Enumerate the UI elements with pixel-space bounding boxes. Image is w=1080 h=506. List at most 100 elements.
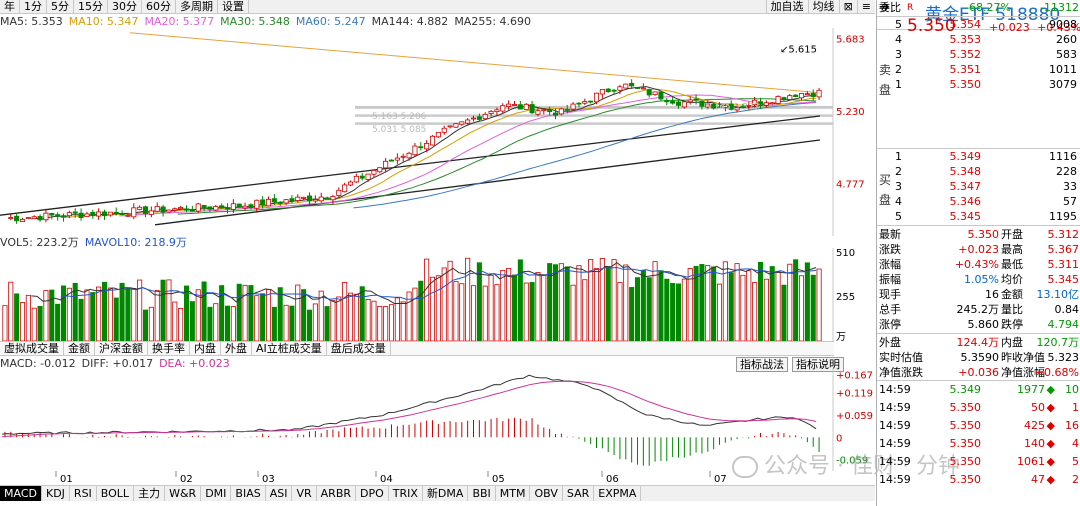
toolbar-button[interactable]: 均线	[807, 0, 839, 13]
volume-axis-label: 万	[836, 332, 846, 341]
stat-label: 实时估值	[879, 351, 923, 364]
trade-tick-row: 14:59 5.350 1061 ◆ 5	[877, 454, 1080, 469]
bid-row: 3 5.347 33	[877, 179, 1080, 194]
volume-tab[interactable]: 虚拟成交量	[0, 342, 64, 355]
legend-item: DIFF: +0.017	[81, 357, 154, 370]
tick-count: 10	[1065, 383, 1079, 396]
indicator-tab[interactable]: 新DMA	[423, 486, 469, 501]
volume-tab[interactable]: 换手率	[148, 342, 190, 355]
stat-row: 总手 245.2万 量比 0.84	[877, 302, 1080, 317]
candle	[658, 91, 664, 102]
volume-bar	[424, 258, 430, 341]
candle	[593, 92, 600, 105]
tick-time: 14:59	[879, 455, 911, 468]
indicator-tab[interactable]: KDJ	[42, 486, 70, 501]
stat-label: 涨跌	[879, 243, 901, 256]
volume-bar	[558, 263, 564, 341]
candle	[66, 210, 72, 219]
candle	[582, 98, 588, 105]
candle	[711, 103, 717, 110]
legend-item: MA60: 5.247	[295, 15, 366, 28]
divider	[877, 148, 1080, 149]
indicator-tab[interactable]: BBI	[468, 486, 496, 501]
watermark-text: 公众号 · 佳财 · 分钟	[764, 454, 960, 479]
period-tab[interactable]: 年	[0, 0, 20, 13]
toolbar-button[interactable]: 加自选	[765, 0, 808, 13]
indicator-tab[interactable]: 主力	[134, 486, 166, 501]
volume-bar	[646, 277, 652, 341]
stat-value: 5.323	[1047, 351, 1080, 364]
candle	[148, 206, 154, 218]
ask-row: 3 5.352 583	[877, 47, 1080, 62]
candlestick-chart[interactable]: 5.683 5.230 4.777 ↙5.615 5.163 5.206 5.031 5.…	[0, 28, 875, 236]
period-tab[interactable]: 30分	[108, 0, 142, 13]
candle	[31, 215, 37, 219]
stat-label: 净值涨跌	[879, 366, 923, 379]
volume-tab[interactable]: 内盘	[190, 342, 221, 355]
volume-bar	[242, 284, 248, 341]
candle	[142, 205, 149, 218]
period-tab[interactable]: 多周期	[176, 0, 218, 13]
candle	[8, 214, 14, 221]
candle	[611, 89, 617, 95]
indicator-tab[interactable]: MACD	[0, 486, 42, 501]
indicator-tab[interactable]: EXPMA	[594, 486, 642, 501]
period-tab[interactable]: 5分	[47, 0, 74, 13]
candle	[588, 100, 594, 104]
volume-chart[interactable]: 510 255 万	[0, 248, 875, 341]
indicator-tab[interactable]: TRIX	[389, 486, 423, 501]
volume-bar	[318, 290, 324, 341]
indicator-tab[interactable]: SAR	[563, 486, 595, 501]
volume-bar	[353, 293, 359, 341]
volume-tab[interactable]: AI立桩成交量	[252, 342, 327, 355]
indicator-tab[interactable]: ASI	[266, 486, 293, 501]
period-tab[interactable]: 15分	[74, 0, 108, 13]
candle	[289, 195, 295, 204]
period-tab[interactable]: 设置	[218, 0, 249, 13]
candle	[219, 203, 225, 210]
volume-bar	[213, 303, 219, 341]
price-axis-label: 4.777	[836, 180, 865, 191]
tick-direction-icon: ◆	[1046, 455, 1055, 468]
stat-label: 涨幅	[879, 258, 901, 271]
indicator-tab[interactable]: BIAS	[231, 486, 266, 501]
indicator-tab[interactable]: OBV	[530, 486, 563, 501]
indicator-tab[interactable]: DPO	[356, 486, 389, 501]
indicator-tab[interactable]: MTM	[496, 486, 531, 501]
toolbar-button[interactable]: ⊠	[838, 0, 857, 13]
period-tab[interactable]: 1分	[20, 0, 47, 13]
period-tab[interactable]: 60分	[142, 0, 176, 13]
tick-time: 14:59	[879, 419, 911, 432]
volume-bar	[14, 293, 20, 341]
volume-tab[interactable]: 沪深金额	[95, 342, 148, 355]
volume-bar	[599, 258, 605, 341]
candle	[119, 210, 125, 216]
legend-item: MA10: 5.347	[68, 15, 139, 28]
tick-time: 14:59	[879, 401, 911, 414]
tick-price: 5.350	[949, 419, 982, 432]
volume-bar	[137, 279, 143, 341]
volume-bar	[142, 309, 149, 341]
indicator-tab[interactable]: RSI	[70, 486, 97, 501]
volume-bar	[769, 266, 775, 341]
tick-price: 5.350	[949, 473, 982, 486]
forward-arrow-icon[interactable]: ➜	[879, 0, 890, 15]
indicator-button[interactable]: 指标说明	[792, 357, 844, 372]
volume-bar	[804, 262, 810, 341]
volume-bar	[377, 305, 383, 341]
volume-tab[interactable]: 金额	[64, 342, 95, 355]
level-label: 5.031 5.085	[372, 125, 426, 135]
toolbar-button[interactable]: ≡	[856, 0, 875, 13]
indicator-tab[interactable]: VR	[292, 486, 317, 501]
indicator-tab[interactable]: BOLL	[97, 486, 135, 501]
candle	[406, 151, 412, 161]
macd-chart[interactable]: +0.167 +0.119 +0.059 0 -0.059	[0, 368, 875, 471]
indicator-tab[interactable]: ARBR	[317, 486, 357, 501]
candle	[207, 206, 213, 212]
indicator-button[interactable]: 指标战法	[736, 357, 788, 372]
volume-tab[interactable]: 盘后成交量	[327, 342, 391, 355]
candle	[675, 98, 682, 109]
indicator-tab[interactable]: DMI	[201, 486, 232, 501]
volume-tab[interactable]: 外盘	[221, 342, 252, 355]
indicator-tab[interactable]: W&R	[165, 486, 202, 501]
